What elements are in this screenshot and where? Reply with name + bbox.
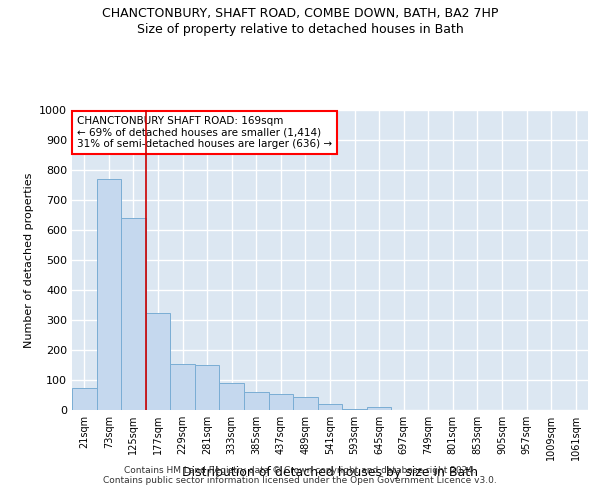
Bar	[318, 404, 342, 410]
Bar	[121, 218, 146, 410]
Y-axis label: Number of detached properties: Number of detached properties	[23, 172, 34, 348]
Bar	[97, 179, 121, 410]
Bar	[269, 394, 293, 410]
Bar	[293, 396, 318, 410]
Bar	[170, 364, 195, 410]
Text: CHANCTONBURY SHAFT ROAD: 169sqm
← 69% of detached houses are smaller (1,414)
31%: CHANCTONBURY SHAFT ROAD: 169sqm ← 69% of…	[77, 116, 332, 149]
Text: CHANCTONBURY, SHAFT ROAD, COMBE DOWN, BATH, BA2 7HP: CHANCTONBURY, SHAFT ROAD, COMBE DOWN, BA…	[102, 8, 498, 20]
X-axis label: Distribution of detached houses by size in Bath: Distribution of detached houses by size …	[182, 466, 478, 478]
Bar	[72, 388, 97, 410]
Bar	[146, 312, 170, 410]
Bar	[220, 383, 244, 410]
Text: Size of property relative to detached houses in Bath: Size of property relative to detached ho…	[137, 22, 463, 36]
Bar	[244, 392, 269, 410]
Text: Contains HM Land Registry data © Crown copyright and database right 2024.
Contai: Contains HM Land Registry data © Crown c…	[103, 466, 497, 485]
Bar	[195, 365, 220, 410]
Bar	[367, 407, 391, 410]
